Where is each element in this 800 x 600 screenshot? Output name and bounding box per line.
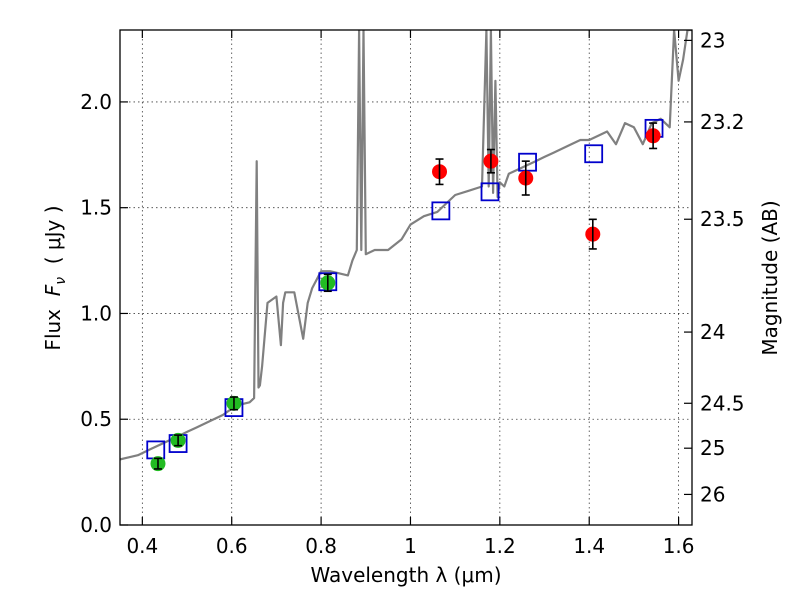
x-tick-label: 1.4 — [573, 534, 605, 558]
y-tick-label: 0.5 — [80, 407, 112, 431]
x-tick-label: 0.6 — [216, 534, 248, 558]
y-axis-label-symbol: F — [41, 284, 65, 296]
mag-tick-label: 23.5 — [700, 207, 745, 231]
y-tick-label: 1.5 — [80, 196, 112, 220]
mag-tick-label: 26 — [700, 482, 725, 506]
y-tick-label: 2.0 — [80, 90, 112, 114]
y2-axis-label: Magnitude (AB) — [758, 200, 782, 355]
x-tick-label: 0.4 — [126, 534, 158, 558]
y-tick-label: 0.0 — [80, 513, 112, 537]
y-tick-label: 1.0 — [80, 301, 112, 325]
synthetic-square — [431, 201, 451, 221]
mag-tick-label: 25 — [700, 436, 725, 460]
plot-frame — [119, 29, 693, 526]
y-axis-label-subscript: ν — [53, 277, 69, 285]
x-tick-label: 0.8 — [305, 534, 337, 558]
ticks-layer: 0.4 0.6 0.8 1 1.2 1.4 1.6 0.0 0.5 1.0 1.5 2.0 23 23.2… — [80, 28, 744, 558]
points-layer — [150, 122, 661, 472]
synthetic-square — [480, 182, 500, 202]
y-axis-label-suffix: ( μJy ) — [41, 205, 65, 277]
mag-tick-label: 23 — [700, 28, 725, 52]
x-tick-label: 1.6 — [663, 534, 695, 558]
y-axis-label-prefix: Flux — [41, 296, 65, 350]
x-axis-label: Wavelength λ (μm) — [310, 563, 501, 587]
mag-tick-label: 24.5 — [700, 391, 745, 415]
y-axis-label: Flux Fν ( μJy ) — [41, 205, 69, 350]
mag-tick-label: 24 — [700, 320, 725, 344]
mag-tick-label: 23.2 — [700, 110, 745, 134]
x-tick-label: 1.2 — [484, 534, 516, 558]
x-tick-label: 1 — [404, 534, 417, 558]
synthetic-square — [584, 144, 604, 164]
synthetic-square — [518, 152, 537, 172]
